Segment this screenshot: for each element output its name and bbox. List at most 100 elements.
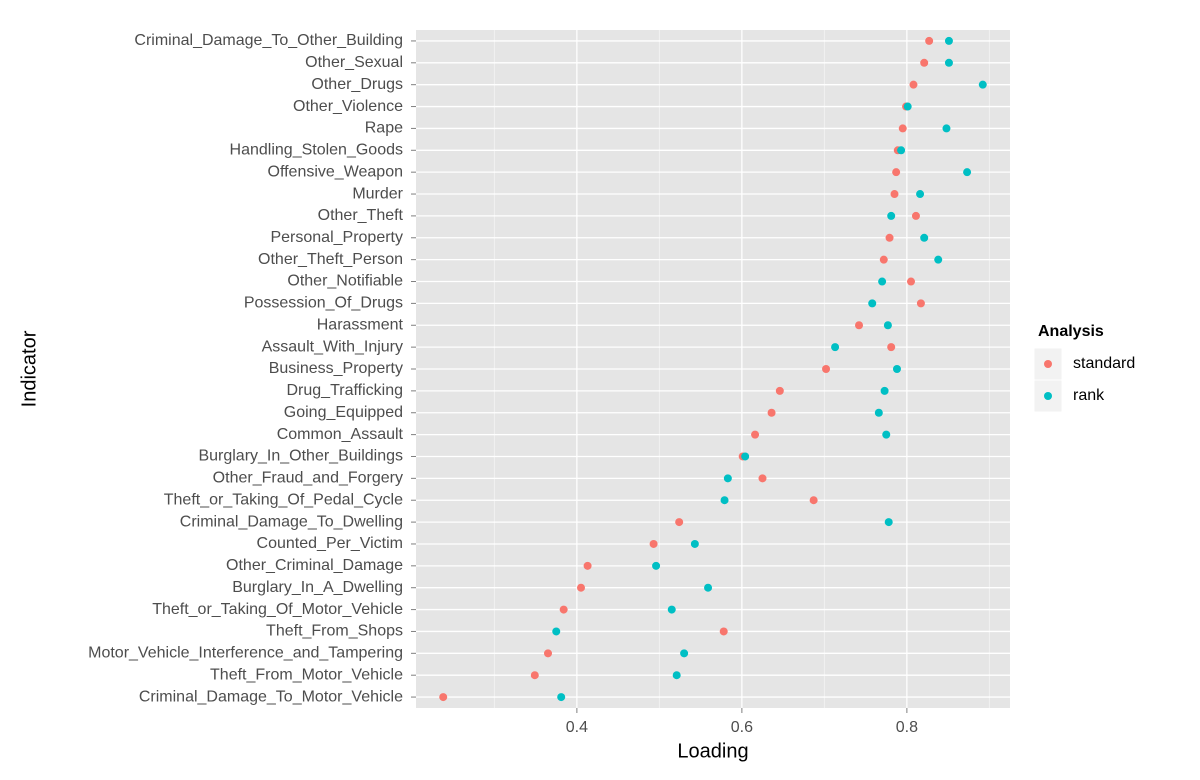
point [680, 649, 689, 658]
point [885, 233, 894, 242]
point [544, 649, 552, 658]
point [690, 539, 699, 548]
point [652, 561, 661, 570]
y-tick-label: Common_Assault [277, 426, 404, 443]
point [890, 190, 899, 199]
point [719, 627, 728, 636]
point [944, 36, 953, 45]
point [897, 146, 906, 155]
point [704, 583, 713, 592]
y-tick-label: Motor_Vehicle_Interference_and_Tampering [88, 645, 403, 662]
y-tick-label: Criminal_Damage_To_Motor_Vehicle [139, 688, 403, 705]
y-tick-label: Other_Theft [318, 207, 404, 224]
point [530, 671, 539, 680]
point [880, 386, 889, 395]
point [884, 518, 893, 527]
point [675, 518, 684, 527]
point [898, 124, 907, 133]
point [758, 474, 767, 483]
y-tick-label: Theft_From_Shops [266, 623, 403, 640]
y-tick-label: Theft_or_Taking_Of_Pedal_Cycle [164, 491, 403, 508]
point [920, 58, 929, 67]
x-tick-label: 0.6 [731, 719, 753, 736]
y-tick-label: Criminal_Damage_To_Other_Building [134, 32, 403, 49]
y-tick-label: Harassment [317, 316, 404, 333]
y-tick-label: Other_Theft_Person [258, 251, 403, 268]
y-tick-label: Burglary_In_A_Dwelling [232, 579, 403, 596]
point [809, 496, 818, 505]
point [916, 299, 925, 308]
y-tick-label: Going_Equipped [284, 404, 403, 421]
point [741, 452, 750, 461]
y-tick-label: Offensive_Weapon [268, 163, 404, 180]
y-tick-label: Other_Fraud_and_Forgery [213, 470, 403, 487]
point [672, 671, 681, 680]
y-tick-label: Murder [352, 185, 403, 202]
legend-title: Analysis [1038, 323, 1104, 340]
y-axis-title: Indicator [18, 330, 40, 407]
y-tick-label: Business_Property [269, 360, 403, 377]
point [723, 474, 732, 483]
point [583, 561, 592, 570]
y-tick-label: Counted_Per_Victim [257, 535, 403, 552]
legend-label: rank [1073, 387, 1105, 404]
y-tick-label: Other_Drugs [311, 76, 403, 93]
y-tick-label: Personal_Property [270, 229, 403, 246]
point [879, 255, 888, 264]
point [577, 583, 585, 592]
point [963, 168, 972, 177]
point [892, 168, 901, 177]
point [887, 211, 896, 220]
x-tick-label: 0.8 [896, 719, 918, 736]
y-tick-label: Burglary_In_Other_Buildings [198, 448, 403, 465]
point [883, 321, 892, 330]
y-tick-label: Other_Criminal_Damage [226, 557, 403, 574]
point [942, 124, 951, 133]
y-tick-label: Possession_Of_Drugs [244, 295, 403, 312]
point [978, 80, 987, 89]
point [934, 255, 943, 264]
legend-label: standard [1073, 355, 1135, 372]
x-tick-label: 0.4 [566, 719, 588, 736]
point [439, 693, 448, 702]
y-tick-label: Theft_or_Taking_Of_Motor_Vehicle [152, 601, 403, 618]
y-tick-label: Other_Notifiable [287, 273, 403, 290]
point [552, 627, 561, 636]
point [909, 80, 918, 89]
x-axis-title: Loading [677, 740, 748, 762]
y-tick-label: Assault_With_Injury [262, 338, 403, 355]
point [892, 365, 901, 373]
point [907, 277, 915, 286]
point [767, 408, 776, 417]
point [874, 408, 883, 417]
point [831, 343, 840, 352]
y-tick-label: Other_Violence [293, 98, 403, 115]
point [751, 430, 760, 439]
point [911, 211, 920, 220]
point [559, 605, 568, 614]
point [925, 36, 934, 45]
y-tick-label: Drug_Trafficking [287, 382, 404, 399]
y-tick-label: Theft_From_Motor_Vehicle [210, 666, 403, 683]
point [649, 539, 658, 548]
point [720, 496, 729, 505]
point [868, 299, 877, 308]
y-tick-label: Rape [365, 120, 403, 137]
y-tick-label: Other_Sexual [305, 54, 403, 71]
point [920, 233, 929, 242]
point [822, 365, 831, 373]
y-tick-label: Handling_Stolen_Goods [230, 142, 403, 159]
point [882, 430, 891, 439]
point [878, 277, 887, 286]
point [944, 58, 953, 67]
point [903, 102, 912, 111]
y-tick-label: Criminal_Damage_To_Dwelling [180, 513, 403, 530]
point [775, 386, 784, 395]
legend-marker [1044, 392, 1052, 400]
point [855, 321, 864, 330]
point [667, 605, 676, 614]
point [887, 343, 896, 352]
point [916, 190, 925, 199]
legend-marker [1044, 360, 1052, 368]
